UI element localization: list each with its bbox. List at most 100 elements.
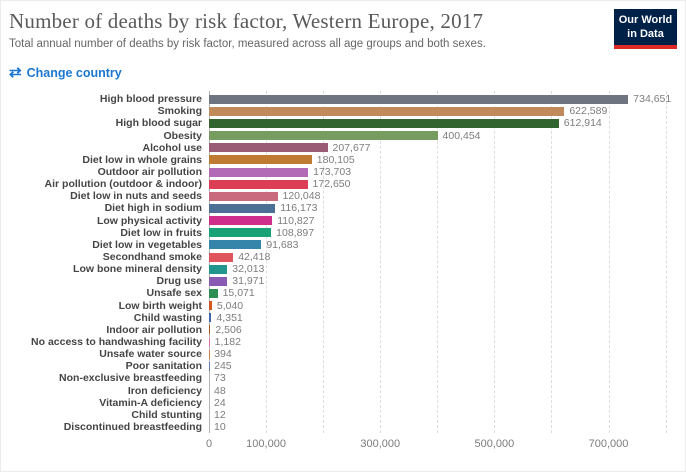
bar-value: 2,506 — [215, 323, 242, 336]
swap-arrows-icon: ⇄ — [9, 64, 22, 82]
bar-row: Air pollution (outdoor & indoor) 172,650 — [9, 178, 677, 190]
bar-row: Diet low in fruits 108,897 — [9, 227, 677, 239]
bar-track: 116,173 — [209, 202, 677, 214]
bar[interactable] — [209, 167, 309, 177]
bar[interactable] — [209, 313, 212, 323]
gridline — [608, 91, 610, 434]
bar-row: High blood sugar 612,914 — [9, 117, 677, 129]
bar-track: 612,914 — [209, 117, 677, 129]
bar-label: Discontinued breastfeeding — [63, 421, 202, 433]
bar-value: 207,677 — [332, 141, 371, 154]
bar-value: 91,683 — [266, 238, 299, 251]
bar-value: 73 — [214, 372, 226, 385]
bar[interactable] — [209, 179, 308, 189]
bar-value: 32,013 — [232, 263, 265, 276]
bar-row: Diet low in nuts and seeds 120,048 — [9, 190, 677, 202]
bar-label: No access to handwashing facility — [31, 336, 202, 349]
chart-subtitle: Total annual number of deaths by risk fa… — [9, 38, 486, 51]
bar-row: No access to handwashing facility 1,182 — [9, 336, 677, 348]
bar-label: Diet low in nuts and seeds — [70, 190, 202, 203]
bar-track: 24 — [209, 397, 677, 409]
bar-row: Smoking 622,589 — [9, 105, 677, 117]
bar[interactable] — [209, 337, 210, 347]
bar-track: 172,650 — [209, 178, 677, 190]
bar-track: 734,651 — [209, 93, 677, 105]
bar[interactable] — [209, 240, 262, 250]
bar-label: Non-exclusive breastfeeding — [59, 372, 202, 385]
x-tick-label: 0 — [205, 438, 213, 451]
bar-label: Low physical activity — [96, 214, 202, 227]
x-tick-label: 100,000 — [246, 438, 286, 451]
bar-value: 180,105 — [316, 153, 355, 166]
bar[interactable] — [209, 301, 212, 311]
bar[interactable] — [209, 191, 278, 201]
bar-track: 10 — [209, 421, 677, 433]
bar-rows: High blood pressure 734,651 Smoking 622,589… — [9, 93, 677, 433]
bar-row: Low physical activity 110,827 — [9, 215, 677, 227]
bar-label: Unsafe sex — [146, 287, 202, 300]
gridline — [266, 91, 268, 434]
bar-label: Low bone mineral density — [73, 263, 202, 276]
x-tick-label: 500,000 — [474, 438, 515, 451]
bar[interactable] — [209, 143, 328, 153]
bar-value: 48 — [214, 384, 226, 397]
bar-track: 1,182 — [209, 336, 677, 348]
bar-track: 15,071 — [209, 287, 677, 299]
bar-value: 400,454 — [442, 129, 481, 142]
bar[interactable] — [209, 118, 559, 128]
bar-row: Diet low in whole grains 180,105 — [9, 154, 677, 166]
chart-controls: ⇄ Change country — [9, 65, 677, 80]
bar-row: Diet low in vegetables 91,683 — [9, 239, 677, 251]
bar-row: Drug use 31,971 — [9, 275, 677, 287]
bar-track: 245 — [209, 360, 677, 372]
bar-value: 245 — [214, 360, 232, 373]
owid-logo[interactable]: Our World in Data — [614, 9, 677, 49]
bar-value: 394 — [214, 348, 232, 361]
bar-track: 622,589 — [209, 105, 677, 117]
bar[interactable] — [209, 252, 234, 262]
gridline — [494, 91, 496, 434]
bar-label: Low birth weight — [118, 299, 202, 312]
bar-row: Poor sanitation 245 — [9, 360, 677, 372]
bar-track: 32,013 — [209, 263, 677, 275]
page-title: Number of deaths by risk factor, Western… — [9, 9, 484, 33]
bar[interactable] — [209, 155, 312, 165]
bar-track: 120,048 — [209, 190, 677, 202]
bar[interactable] — [209, 228, 272, 238]
bar[interactable] — [209, 288, 218, 298]
bar-track: 400,454 — [209, 130, 677, 142]
bar-label: Child stunting — [131, 408, 202, 421]
axis-zero-line — [209, 91, 210, 434]
bar-track: 91,683 — [209, 239, 677, 251]
bar-label: Diet low in vegetables — [92, 238, 202, 251]
bar[interactable] — [209, 276, 228, 286]
bar-label: Outdoor air pollution — [97, 166, 202, 179]
bar-row: Obesity 400,454 — [9, 130, 677, 142]
bar[interactable] — [209, 264, 228, 274]
bar[interactable] — [209, 106, 565, 116]
bar-row: Non-exclusive breastfeeding 73 — [9, 372, 677, 384]
bar[interactable] — [209, 94, 629, 104]
bar-chart: High blood pressure 734,651 Smoking 622,589… — [9, 91, 677, 453]
bar-row: Low birth weight 5,040 — [9, 300, 677, 312]
bar-track: 48 — [209, 385, 677, 397]
bar[interactable] — [209, 131, 438, 141]
bar-label: Iron deficiency — [127, 384, 202, 397]
bar[interactable] — [209, 216, 273, 226]
owid-logo-line1: Our World — [618, 14, 673, 26]
bar[interactable] — [209, 203, 276, 213]
bar-value: 734,651 — [633, 93, 672, 106]
bar[interactable] — [209, 325, 211, 335]
bar-label: High blood pressure — [99, 93, 202, 106]
bar-value: 1,182 — [214, 336, 241, 349]
bar-track: 173,703 — [209, 166, 677, 178]
gridline — [437, 91, 439, 434]
bar-row: Child wasting 4,351 — [9, 312, 677, 324]
bar-label: Poor sanitation — [125, 360, 202, 373]
bar-value: 15,071 — [222, 287, 255, 300]
bar-row: Diet high in sodium 116,173 — [9, 202, 677, 214]
bar-value: 110,827 — [277, 214, 315, 227]
change-country-link[interactable]: Change country — [26, 65, 122, 80]
gridline — [323, 91, 325, 434]
